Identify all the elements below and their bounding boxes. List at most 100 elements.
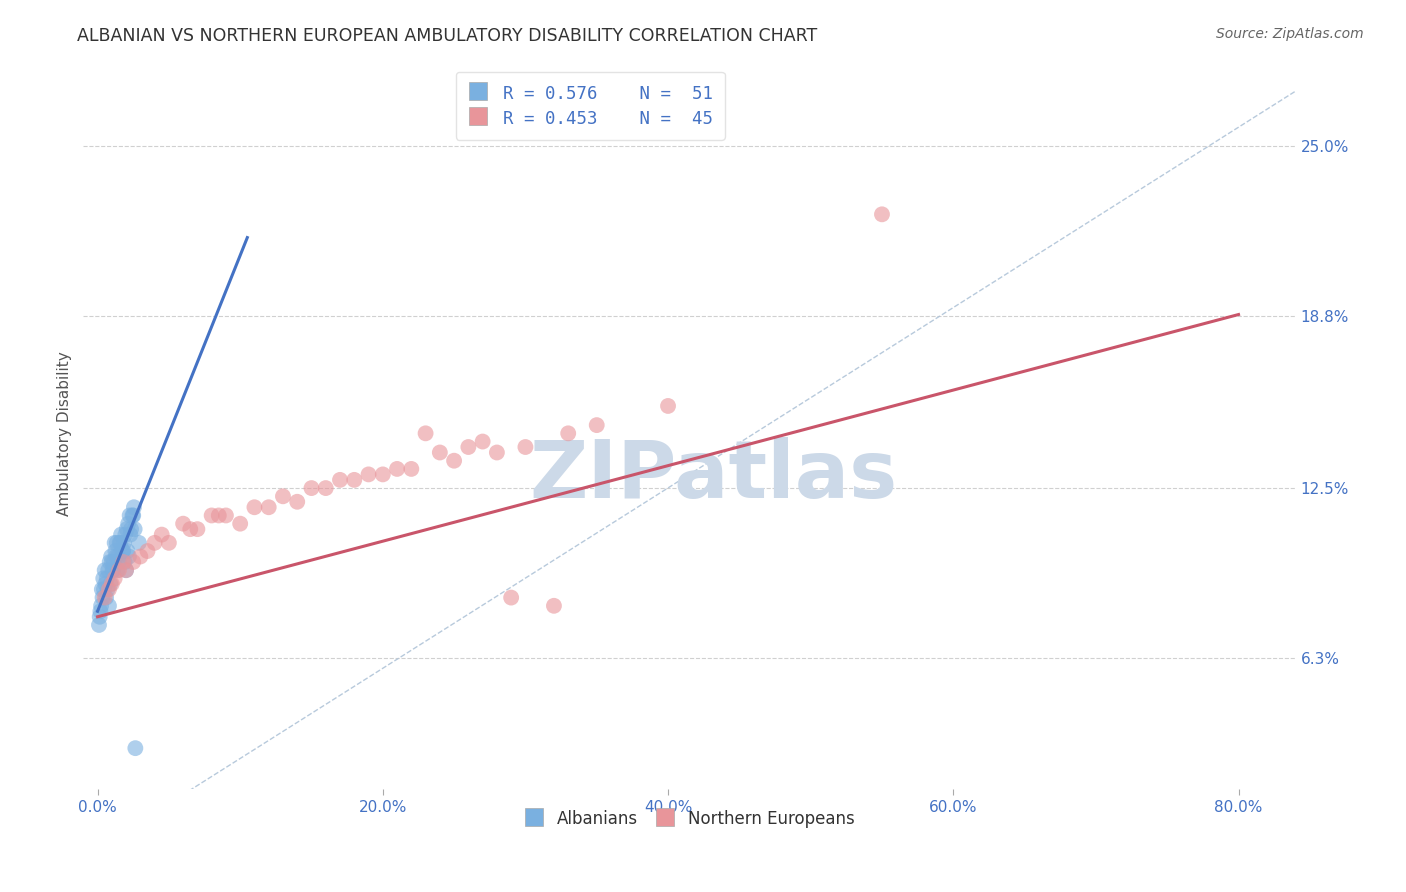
Albanians (105, 549, 128, 564)
Albanians (93, 563, 115, 577)
Northern Europeans (429, 445, 451, 459)
Y-axis label: Ambulatory Disability: Ambulatory Disability (58, 351, 72, 516)
Legend: Albanians, Northern Europeans: Albanians, Northern Europeans (517, 803, 862, 834)
Northern Europeans (301, 481, 323, 495)
Albanians (117, 544, 139, 558)
Albanians (110, 527, 132, 541)
Albanians (91, 571, 114, 585)
Northern Europeans (172, 516, 194, 531)
Albanians (98, 555, 121, 569)
Northern Europeans (271, 489, 294, 503)
Albanians (103, 563, 125, 577)
Northern Europeans (285, 495, 308, 509)
Albanians (101, 555, 124, 569)
Northern Europeans (186, 522, 208, 536)
Albanians (96, 571, 118, 585)
Albanians (91, 591, 114, 605)
Albanians (128, 536, 150, 550)
Northern Europeans (657, 399, 679, 413)
Northern Europeans (122, 555, 145, 569)
Northern Europeans (201, 508, 224, 523)
Northern Europeans (443, 453, 465, 467)
Northern Europeans (243, 500, 266, 515)
Albanians (107, 549, 129, 564)
Northern Europeans (501, 591, 523, 605)
Northern Europeans (112, 555, 135, 569)
Albanians (96, 582, 118, 597)
Albanians (108, 555, 131, 569)
Albanians (120, 522, 142, 536)
Text: ZIPatlas: ZIPatlas (530, 437, 898, 515)
Northern Europeans (485, 445, 508, 459)
Northern Europeans (215, 508, 238, 523)
Albanians (100, 549, 122, 564)
Albanians (104, 544, 127, 558)
Northern Europeans (343, 473, 366, 487)
Albanians (101, 563, 124, 577)
Northern Europeans (257, 500, 280, 515)
Northern Europeans (229, 516, 252, 531)
Northern Europeans (136, 544, 159, 558)
Albanians (93, 582, 115, 597)
Albanians (120, 527, 142, 541)
Albanians (105, 536, 128, 550)
Albanians (90, 599, 112, 613)
Northern Europeans (157, 536, 180, 550)
Northern Europeans (143, 536, 166, 550)
Albanians (94, 591, 117, 605)
Northern Europeans (457, 440, 479, 454)
Albanians (112, 544, 135, 558)
Albanians (114, 555, 136, 569)
Albanians (115, 563, 138, 577)
Northern Europeans (108, 563, 131, 577)
Northern Europeans (515, 440, 537, 454)
Albanians (117, 516, 139, 531)
Northern Europeans (179, 522, 201, 536)
Albanians (97, 563, 120, 577)
Northern Europeans (329, 473, 352, 487)
Albanians (110, 536, 132, 550)
Northern Europeans (115, 563, 138, 577)
Albanians (112, 536, 135, 550)
Albanians (90, 582, 112, 597)
Northern Europeans (93, 591, 115, 605)
Albanians (100, 577, 122, 591)
Albanians (114, 527, 136, 541)
Northern Europeans (385, 462, 408, 476)
Northern Europeans (415, 426, 437, 441)
Northern Europeans (870, 207, 893, 221)
Albanians (124, 522, 146, 536)
Northern Europeans (97, 582, 120, 597)
Northern Europeans (150, 527, 173, 541)
Albanians (122, 508, 145, 523)
Albanians (87, 618, 110, 632)
Albanians (118, 508, 141, 523)
Albanians (121, 508, 143, 523)
Albanians (107, 563, 129, 577)
Northern Europeans (557, 426, 579, 441)
Northern Europeans (371, 467, 394, 482)
Text: Source: ZipAtlas.com: Source: ZipAtlas.com (1216, 27, 1364, 41)
Albanians (111, 544, 134, 558)
Northern Europeans (101, 577, 124, 591)
Albanians (97, 599, 120, 613)
Northern Europeans (208, 508, 231, 523)
Albanians (89, 609, 111, 624)
Albanians (104, 536, 127, 550)
Northern Europeans (129, 549, 152, 564)
Albanians (108, 536, 131, 550)
Northern Europeans (401, 462, 423, 476)
Northern Europeans (357, 467, 380, 482)
Northern Europeans (543, 599, 565, 613)
Northern Europeans (104, 571, 127, 585)
Albanians (115, 522, 138, 536)
Albanians (124, 741, 146, 756)
Northern Europeans (585, 418, 607, 433)
Albanians (118, 549, 141, 564)
Albanians (94, 577, 117, 591)
Albanians (122, 500, 145, 515)
Albanians (103, 555, 125, 569)
Northern Europeans (315, 481, 337, 495)
Northern Europeans (471, 434, 494, 449)
Text: ALBANIAN VS NORTHERN EUROPEAN AMBULATORY DISABILITY CORRELATION CHART: ALBANIAN VS NORTHERN EUROPEAN AMBULATORY… (77, 27, 817, 45)
